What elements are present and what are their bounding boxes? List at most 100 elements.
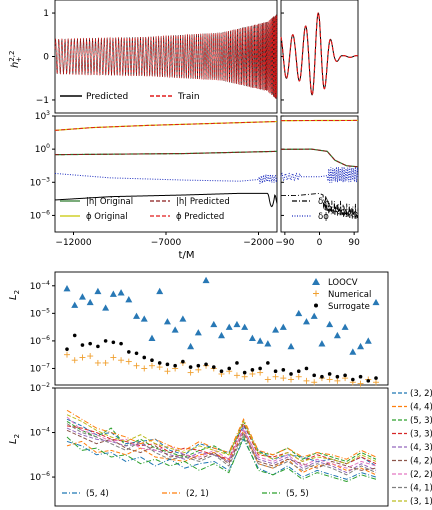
numerical-point (118, 357, 125, 364)
surrogate-point (258, 366, 262, 371)
numerical-point (110, 354, 117, 361)
legend-loocv-marker (312, 278, 320, 285)
surrogate-point (304, 366, 309, 371)
surrogate-point (327, 372, 332, 376)
numerical-point (187, 369, 194, 376)
legend-label: (2, 1) (186, 489, 209, 499)
xtick-label: −2000 (243, 238, 274, 248)
surrogate-point (351, 377, 355, 382)
legend-label: (3, 2) (410, 389, 432, 399)
legend-label: (4, 4) (410, 403, 432, 413)
numerical-point (249, 370, 256, 377)
ytick-label: 10−4 (30, 427, 50, 439)
ytick-label: 10−4 (30, 280, 50, 292)
loocv-point (187, 342, 195, 350)
legend-label: |h| Original (86, 197, 133, 207)
delta-A-right (281, 192, 359, 219)
numerical-point (311, 379, 318, 386)
delta-A-left (54, 192, 278, 208)
xtick-label: −90 (275, 238, 294, 248)
axes-frames (52, 0, 389, 507)
numerical-point (272, 373, 279, 380)
delta-phi-left (54, 172, 278, 184)
legend-predicted-label: Predicted (86, 92, 128, 102)
legend-label: LOOCV (328, 278, 358, 288)
mode-series-line (66, 422, 377, 465)
surrogate-point (312, 373, 317, 378)
mode-series-line (66, 423, 377, 476)
loocv-point (71, 301, 79, 308)
loocv-point (148, 334, 156, 341)
numerical-point (71, 357, 78, 364)
legend-label: ϕ Predicted (176, 212, 224, 222)
surrogate-point (358, 374, 363, 379)
surrogate-point (219, 369, 224, 374)
legend-surrogate-marker (314, 303, 318, 308)
surrogate-point (96, 344, 100, 349)
legend-label: (4, 2) (410, 457, 432, 467)
mode-series-line (66, 429, 377, 476)
numerical-point (148, 362, 155, 369)
numerical-point (334, 377, 341, 384)
surrogate-point (150, 358, 154, 362)
surrogate-point (366, 379, 371, 383)
surrogate-point (65, 347, 69, 351)
loocv-point (86, 298, 94, 306)
loocv-point (133, 312, 141, 319)
surrogate-point (374, 376, 378, 380)
surrogate-point (173, 363, 177, 368)
surrogate-point (103, 339, 108, 343)
mode-series-line (66, 438, 377, 480)
mode-series-line (66, 414, 377, 465)
surrogate-point (165, 362, 170, 367)
train-waveform-left (54, 14, 278, 99)
surrogate-point (127, 350, 131, 354)
numerical-point (241, 373, 248, 380)
loocv-point (256, 337, 264, 344)
ytick-label: 10−7 (30, 362, 50, 374)
surrogate-point (266, 361, 270, 365)
loocv-point (364, 337, 372, 344)
loocv-point (156, 287, 164, 295)
surrogate-point (335, 374, 340, 379)
amp-predicted-R (281, 148, 359, 168)
numerical-point (133, 362, 140, 369)
loocv-point (349, 348, 357, 355)
ytick-label: 10−3 (30, 176, 50, 188)
numerical-point (326, 376, 333, 383)
legend-label: (5, 4) (86, 489, 109, 499)
mode-series-line (66, 429, 377, 471)
loocv-point (210, 320, 218, 328)
numerical-point (357, 380, 364, 387)
delta-phi-right (280, 166, 359, 183)
xtick-label: −7000 (151, 238, 182, 248)
legend-label: (4, 1) (410, 484, 432, 494)
surrogate-point (134, 351, 139, 356)
loocv-point (333, 331, 341, 339)
numerical-point (264, 376, 271, 383)
surrogate-point (157, 361, 162, 365)
loocv-point (94, 287, 102, 295)
surrogate-point (296, 369, 301, 374)
numerical-point (303, 377, 310, 384)
loocv-point (218, 331, 225, 339)
loocv-point (102, 304, 110, 311)
ytick-label: 0 (43, 53, 49, 63)
amp-predicted-L (54, 150, 278, 156)
surrogate-point (250, 368, 255, 372)
numerical-point (257, 369, 264, 376)
numerical-point (141, 365, 148, 372)
xtick-label: −12000 (55, 238, 91, 248)
amp-original-R (281, 148, 359, 168)
surrogate-point (343, 373, 347, 378)
surrogate-point (242, 370, 247, 375)
numerical-point (64, 351, 70, 358)
text-layer: 1 0 −1 h2,2+ Predicted Train 103 100 10−3 10−6 −12… (8, 9, 432, 507)
predicted-waveform-right (280, 12, 359, 96)
numerical-point (79, 354, 86, 361)
surrogate-point (119, 341, 123, 346)
loocv-point (326, 320, 334, 328)
ytick-label: 103 (35, 110, 50, 122)
surrogate-point (88, 341, 92, 346)
legend-label: (5, 3) (410, 416, 432, 426)
